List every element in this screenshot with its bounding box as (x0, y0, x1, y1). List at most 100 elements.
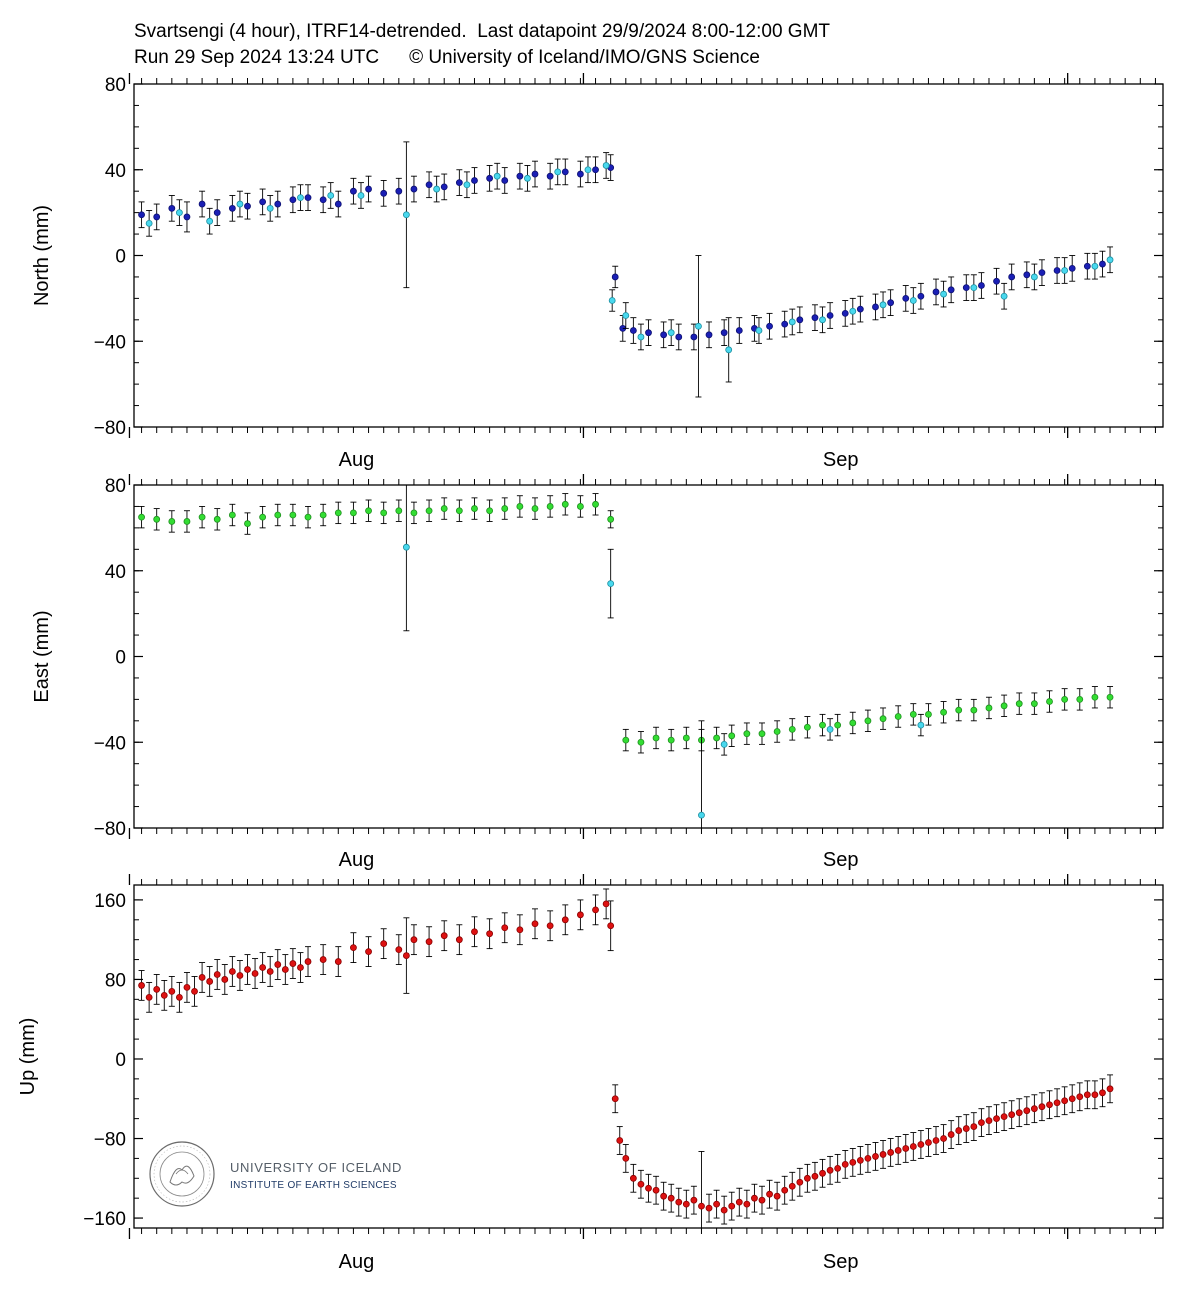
data-point (304, 513, 312, 521)
data-point (1061, 695, 1069, 703)
data-point (1015, 700, 1023, 708)
data-point (561, 500, 569, 508)
data-point (682, 1200, 690, 1208)
data-point (244, 202, 251, 210)
university-name: UNIVERSITY OF ICELAND (230, 1160, 403, 1175)
data-point (221, 976, 229, 983)
data-point (380, 940, 388, 948)
data-point (471, 177, 478, 184)
data-point (788, 725, 796, 733)
data-point (410, 185, 418, 193)
data-point (735, 327, 743, 334)
data-point (675, 333, 683, 341)
plot-frame (133, 484, 1164, 829)
data-point (932, 288, 940, 296)
data-point (872, 1153, 879, 1160)
data-point (455, 936, 463, 944)
data-point (183, 213, 191, 221)
data-point (917, 721, 925, 729)
data-point (304, 194, 312, 202)
data-point (713, 1200, 720, 1208)
data-point (274, 961, 282, 968)
data-point (1030, 273, 1038, 281)
data-point (289, 196, 297, 204)
data-point (940, 708, 947, 716)
data-point (168, 518, 176, 525)
data-point (183, 518, 191, 525)
data-point (1091, 262, 1099, 270)
data-point (667, 736, 675, 744)
data-point (602, 162, 610, 169)
data-layer (138, 888, 1114, 1228)
data-point (297, 194, 304, 202)
data-point (1061, 267, 1069, 274)
data-point (357, 192, 365, 199)
data-point (213, 971, 221, 978)
data-point (826, 312, 834, 319)
data-point (773, 1192, 781, 1200)
data-point (788, 1182, 796, 1190)
data-point (244, 520, 251, 527)
data-point (1008, 1111, 1016, 1119)
data-point (690, 333, 698, 341)
data-point (675, 1198, 683, 1206)
data-point (751, 1194, 758, 1202)
data-point (773, 728, 781, 735)
data-point (803, 723, 811, 731)
data-point (1008, 273, 1016, 281)
data-point (826, 725, 834, 733)
data-point (725, 346, 733, 354)
data-point (917, 292, 925, 300)
y-tick-label: 0 (115, 247, 126, 268)
data-point (796, 316, 804, 324)
data-point (175, 993, 183, 1001)
data-point (826, 1166, 834, 1174)
data-point (602, 900, 610, 908)
data-point (637, 738, 645, 746)
chart-header-line1: Svartsengi (4 hour), ITRF14-detrended. L… (134, 21, 831, 42)
data-point (932, 1137, 940, 1144)
panel-2: 160 80 0 −80 −160 Up (mm) Aug Sep (17, 874, 1164, 1273)
university-seal-icon (149, 1141, 215, 1207)
data-point (985, 1117, 993, 1125)
data-point (501, 177, 509, 184)
data-point (160, 991, 168, 999)
data-point (1099, 1089, 1106, 1097)
data-point (607, 515, 615, 523)
data-point (637, 1180, 645, 1188)
data-point (616, 1137, 624, 1144)
data-point (486, 174, 494, 182)
data-point (493, 172, 501, 180)
data-point (350, 187, 357, 195)
data-point (168, 987, 176, 995)
data-point (856, 305, 864, 313)
data-point (645, 1184, 652, 1192)
data-point (395, 507, 403, 515)
data-point (486, 930, 494, 938)
data-point (735, 1198, 743, 1206)
data-point (856, 1156, 864, 1164)
data-point (395, 946, 403, 954)
data-point (713, 734, 720, 742)
data-point (191, 987, 198, 995)
data-point (925, 1139, 932, 1146)
data-point (228, 204, 236, 212)
data-point (1068, 264, 1076, 272)
data-layer (138, 141, 1114, 398)
x-tick-label: Aug (339, 1251, 375, 1273)
data-point (705, 1204, 713, 1212)
data-point (970, 706, 978, 714)
data-point (561, 168, 569, 176)
data-point (592, 500, 599, 508)
data-point (608, 297, 616, 304)
data-point (236, 972, 244, 979)
data-point (947, 1131, 955, 1138)
data-point (902, 294, 910, 302)
data-point (334, 200, 342, 208)
data-point (743, 1200, 751, 1208)
x-tick-label: Sep (823, 449, 859, 471)
data-point (872, 303, 879, 311)
data-point (819, 1169, 826, 1177)
data-point (955, 706, 963, 714)
